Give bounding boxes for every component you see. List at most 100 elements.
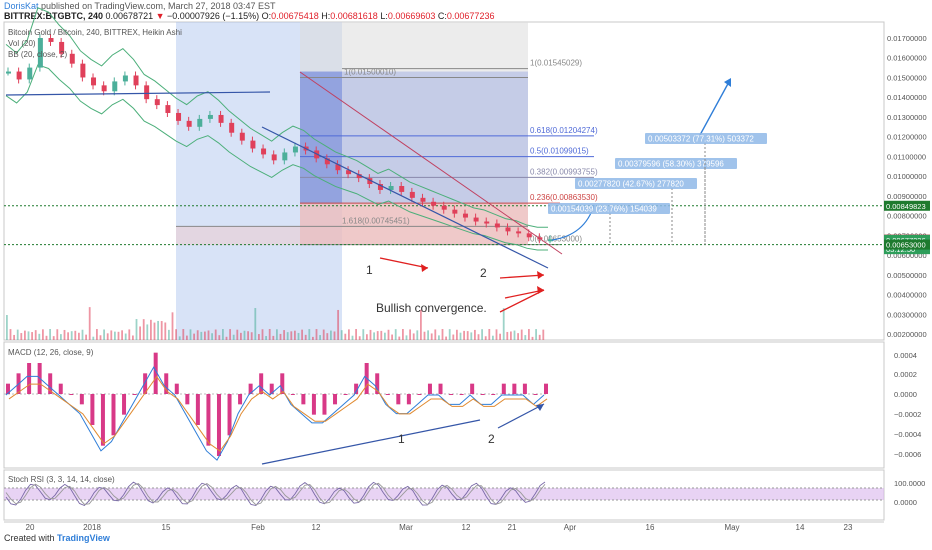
stoch-d-line [5, 482, 546, 506]
candle [91, 77, 97, 86]
macd-wave-label: 1 [398, 432, 405, 446]
volume-bar [52, 336, 55, 340]
time-tick-label: 12 [462, 523, 471, 532]
bullish-convergence-note: Bullish convergence. [376, 301, 487, 315]
volume-bar [63, 329, 66, 340]
close-value: 0.00677236 [446, 11, 495, 21]
projection-arrowhead [724, 78, 731, 87]
volume-bar [301, 329, 303, 340]
volume-bar [157, 320, 159, 340]
volume-bar [121, 330, 123, 340]
price-tick-label: 0.01600000 [887, 54, 927, 63]
volume-bar [466, 331, 469, 340]
volume-bar [9, 329, 12, 340]
volume-bar [538, 334, 541, 340]
volume-bar [362, 329, 365, 340]
volume-bar [358, 336, 361, 340]
candle [197, 118, 203, 127]
volume-bar [175, 329, 177, 340]
volume-bar [135, 319, 138, 340]
publish-info: published on TradingView.com, March 27, … [41, 1, 276, 11]
macd-histogram-bar [427, 383, 432, 394]
volume-bar [297, 332, 300, 340]
volume-bar [488, 329, 491, 340]
candle [282, 152, 288, 161]
volume-bar [265, 336, 267, 340]
volume-bar [438, 335, 440, 340]
time-tick-label: Feb [251, 523, 265, 532]
stoch-tick-label: 0.0000 [894, 498, 917, 507]
target-label: 0.00277820 (42.67%) 277820 [578, 180, 684, 189]
volume-bar [286, 332, 289, 340]
volume-bar [218, 335, 221, 340]
stoch-k-line [5, 481, 546, 507]
author-link[interactable]: DorisKat [4, 1, 39, 11]
candle [335, 164, 341, 171]
volume-bar [484, 336, 487, 340]
time-tick-label: 15 [162, 523, 171, 532]
candle [218, 114, 224, 123]
volume-bar [268, 329, 271, 340]
macd-histogram-bar [48, 373, 53, 394]
candle [420, 197, 426, 202]
price-tick-label: 0.01400000 [887, 93, 927, 102]
macd-divergence-arrow [497, 403, 545, 429]
target-box [645, 133, 767, 144]
ohlc-line: BITTREX:BTGBTC, 240 0.00678721 ▼ −0.0000… [4, 11, 494, 21]
volume-bar [31, 332, 33, 340]
macd-histogram-bar [111, 394, 116, 436]
candle [505, 227, 511, 232]
volume-bar [355, 329, 357, 340]
macd-line [5, 366, 545, 461]
last-price: 0.00678721 [105, 11, 154, 21]
volume-bar [340, 330, 343, 340]
volume-bar [459, 332, 462, 340]
volume-bar [74, 330, 77, 340]
macd-histogram-bar [301, 394, 306, 405]
volume-bar [96, 329, 98, 340]
candle [388, 186, 394, 190]
target-box [548, 203, 670, 214]
volume-bar [524, 335, 527, 340]
volume-bar [528, 329, 530, 340]
volume-bar [312, 336, 314, 340]
volume-bar [128, 329, 131, 340]
macd-histogram-bar [438, 383, 443, 394]
tradingview-logo[interactable]: TradingView [57, 533, 110, 543]
volume-bar [337, 309, 339, 340]
price-marker [884, 200, 930, 211]
lower-trendline [261, 126, 549, 269]
open-value: 0.00675418 [271, 11, 319, 21]
candle [452, 209, 458, 214]
volume-bar [535, 329, 537, 340]
candle [473, 217, 479, 222]
volume-bar [272, 335, 275, 340]
macd-histogram-bar [58, 383, 63, 394]
macd-histogram-bar [417, 394, 422, 395]
volume-bar [222, 329, 224, 340]
volume-bar [117, 331, 120, 340]
candle [271, 154, 277, 161]
candle [526, 233, 532, 238]
red-arrowhead [537, 286, 544, 294]
panel-border [3, 341, 885, 469]
volume-bar [16, 329, 19, 340]
volume-bar [391, 334, 393, 340]
fib-upper-box [300, 71, 528, 204]
red-arrow [504, 289, 545, 299]
volume-bar [178, 336, 181, 340]
price-marker-label: 0.00849823 [886, 202, 926, 211]
volume-legend: Vol (20) [8, 39, 36, 48]
volume-bar [81, 329, 84, 340]
time-tick-label: 21 [508, 523, 517, 532]
price-tick-label: 0.00400000 [887, 291, 927, 300]
volume-bar [351, 335, 354, 340]
volume-bar [542, 329, 545, 340]
volume-bar [445, 336, 447, 340]
candle [207, 114, 213, 119]
macd-histogram-bar [385, 394, 390, 395]
volume-bar [164, 322, 167, 340]
volume-bar [369, 329, 372, 340]
volume-bar [495, 329, 498, 340]
